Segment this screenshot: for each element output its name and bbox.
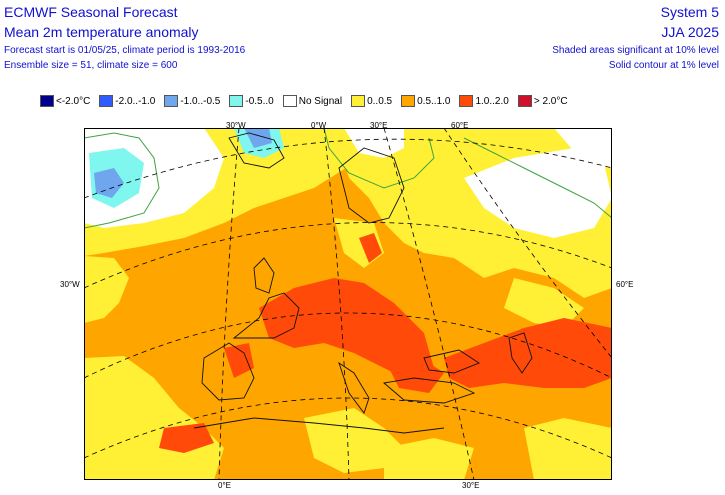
lon-label-top-30e: 30°E bbox=[370, 121, 388, 130]
significance-contour-east bbox=[463, 137, 612, 219]
legend-item: 0.5..1.0 bbox=[401, 95, 459, 107]
yellow-region-middle-east bbox=[524, 418, 612, 480]
legend-item: > 2.0°C bbox=[517, 95, 577, 107]
meridian-30e bbox=[383, 128, 475, 480]
legend-label: -0.5..0 bbox=[245, 95, 274, 107]
legend-label: 1.0..2.0 bbox=[475, 95, 509, 107]
meridian-30w bbox=[218, 128, 240, 480]
meridian-60e bbox=[443, 128, 612, 359]
legend-item: No Signal bbox=[282, 95, 351, 107]
header-season: JJA 2025 bbox=[661, 24, 719, 40]
legend-item: -2.0..-1.0 bbox=[99, 95, 164, 107]
legend-item: 0..0.5 bbox=[351, 95, 401, 107]
graticule bbox=[84, 128, 612, 480]
header-subtitle: Mean 2m temperature anomaly bbox=[4, 24, 199, 40]
header-significance-note: Shaded areas significant at 10% level bbox=[552, 45, 719, 56]
legend-label: 0.5..1.0 bbox=[417, 95, 451, 107]
legend-item: -0.5..0 bbox=[229, 95, 282, 107]
legend-swatch bbox=[517, 95, 532, 107]
cold-region-lightblue bbox=[94, 168, 124, 198]
map-frame bbox=[84, 128, 612, 480]
coastline-greenland bbox=[228, 132, 285, 169]
coastline-scandinavia bbox=[338, 147, 405, 224]
legend-swatch bbox=[164, 95, 179, 107]
yellow-region-sahara bbox=[384, 438, 474, 480]
lon-label-bottom-0: 0°E bbox=[218, 481, 231, 490]
legend-swatch bbox=[459, 95, 474, 107]
coastline-britain bbox=[253, 257, 275, 294]
no-signal-region-north bbox=[344, 128, 404, 158]
coastline-north-africa bbox=[193, 417, 445, 434]
yellow-region-russia-east bbox=[504, 278, 584, 328]
legend-item: <-2.0°C bbox=[40, 95, 99, 107]
warm-region-balkans bbox=[384, 353, 444, 393]
legend-label: -1.0..-0.5 bbox=[180, 95, 221, 107]
lon-label-right-60e: 60°E bbox=[616, 280, 634, 289]
no-signal-region-northeast bbox=[554, 128, 612, 168]
header-ensemble-info: Ensemble size = 51, climate size = 600 bbox=[4, 60, 178, 71]
legend-swatch bbox=[351, 95, 366, 107]
coastlines bbox=[193, 132, 533, 434]
warm-region-caspian bbox=[444, 318, 612, 388]
lon-label-bottom-30e: 30°E bbox=[462, 481, 480, 490]
header-title: ECMWF Seasonal Forecast bbox=[4, 4, 178, 20]
legend-swatch bbox=[40, 95, 54, 107]
warm-region-scandinavia bbox=[359, 233, 382, 263]
legend-label: > 2.0°C bbox=[533, 95, 568, 107]
legend-item: 1.0..2.0 bbox=[459, 95, 517, 107]
lon-label-top-0: 0°W bbox=[311, 121, 327, 130]
significance-contour-north bbox=[323, 128, 435, 189]
yellow-region-west-atlantic bbox=[84, 256, 129, 323]
legend-swatch bbox=[401, 95, 416, 107]
warm-region-sahara bbox=[159, 423, 214, 453]
legend-label: 0..0.5 bbox=[367, 95, 393, 107]
legend-swatch bbox=[229, 95, 244, 107]
parallel-40n bbox=[84, 397, 612, 459]
header-contour-note: Solid contour at 1% level bbox=[608, 60, 719, 71]
legend-swatch bbox=[282, 95, 297, 107]
cold-region-lightblue-north bbox=[244, 128, 272, 148]
legend-swatch bbox=[99, 95, 114, 107]
legend-item: -1.0..-0.5 bbox=[164, 95, 229, 107]
significance-contour-atlantic bbox=[84, 132, 160, 229]
legend-label: -2.0..-1.0 bbox=[115, 95, 156, 107]
coastline-greece-turkey bbox=[382, 377, 476, 404]
lon-label-top-60e: 60°E bbox=[451, 121, 469, 130]
coastline-italy bbox=[338, 361, 370, 414]
parallel-70n bbox=[84, 138, 612, 199]
anomaly-map bbox=[84, 128, 612, 480]
coastline-caspian bbox=[508, 332, 533, 374]
coastline-france-uk bbox=[232, 292, 300, 339]
warm-region-north-africa-west bbox=[224, 343, 254, 378]
coastline-iberia bbox=[201, 342, 255, 401]
parallel-50n bbox=[84, 312, 612, 379]
meridian-0 bbox=[323, 128, 350, 480]
header-forecast-info: Forecast start is 01/05/25, climate peri… bbox=[4, 45, 246, 56]
color-legend: <-2.0°C -2.0..-1.0 -1.0..-0.5 -0.5..0 No… bbox=[40, 94, 577, 108]
legend-label: No Signal bbox=[298, 95, 343, 107]
parallel-60n bbox=[84, 222, 612, 289]
header-system: System 5 bbox=[660, 4, 719, 20]
legend-label: <-2.0°C bbox=[56, 95, 91, 107]
coastline-black-sea bbox=[423, 349, 480, 374]
warm-region-europe-belt bbox=[259, 278, 434, 383]
no-signal-region-russia bbox=[464, 148, 612, 238]
lon-label-left-30w: 30°W bbox=[60, 280, 80, 289]
lon-label-top-30w: 30°W bbox=[226, 121, 246, 130]
